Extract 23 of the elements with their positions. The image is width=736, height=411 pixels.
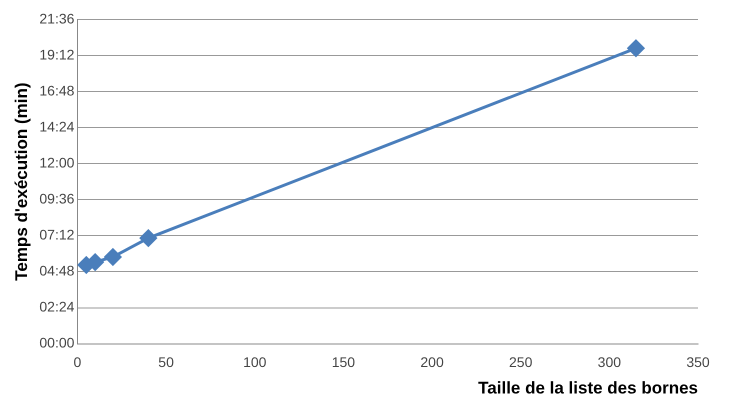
y-tick-label: 16:48 — [39, 82, 75, 98]
y-tick-label: 04:48 — [39, 262, 75, 279]
point — [140, 230, 157, 247]
x-axis-title: Taille de la liste des bornes — [478, 378, 698, 398]
x-tick-label: 0 — [74, 354, 82, 370]
y-tick-label: 09:36 — [39, 190, 75, 206]
y-tick-label: 19:12 — [39, 46, 75, 62]
x-tick-label: 100 — [243, 354, 267, 370]
y-tick-label: 12:00 — [39, 154, 75, 170]
y-tick-label: 21:36 — [39, 10, 75, 26]
x-tick-label: 50 — [158, 354, 174, 370]
point — [104, 248, 122, 266]
x-tick-label: 150 — [332, 354, 356, 370]
y-axis-title: Temps d'exécution (min) — [12, 82, 31, 281]
x-tick-label: 200 — [420, 354, 444, 370]
y-tick-label: 02:24 — [39, 298, 75, 315]
y-tick-label: 00:00 — [39, 334, 75, 351]
point — [627, 40, 644, 57]
x-tick-label: 300 — [598, 354, 622, 370]
y-tick-label: 07:12 — [39, 226, 75, 243]
x-tick-label: 250 — [509, 354, 533, 370]
y-tick-label: 14:24 — [39, 118, 75, 134]
x-tick-label: 350 — [686, 354, 710, 370]
